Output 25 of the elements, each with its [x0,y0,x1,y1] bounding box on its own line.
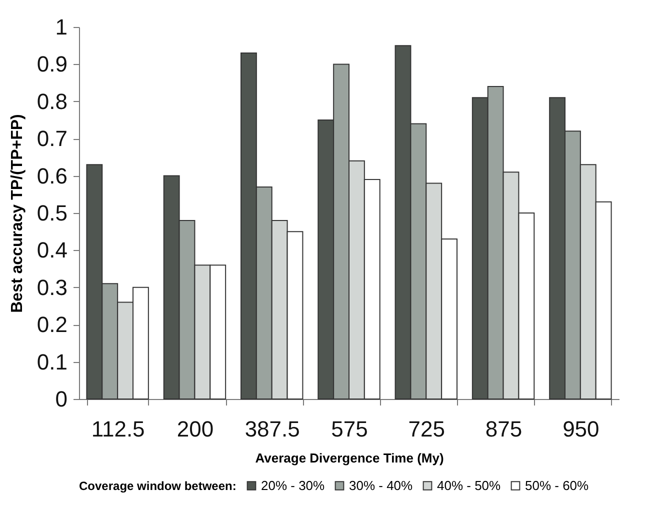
y-axis-title: Best accuracy TP/(TP+FP) [8,114,26,313]
legend-label: 50% - 60% [525,478,590,493]
y-tick-label: 0.5 [36,200,68,226]
y-tick-label: 0.3 [36,274,68,300]
y-tick-label: 1 [55,14,68,40]
x-axis-title: Average Divergence Time (My) [255,450,444,466]
x-tick-label: 387.5 [244,416,300,442]
legend-label: 40% - 50% [437,478,502,493]
legend-label: 30% - 40% [349,478,414,493]
legend-title: Coverage window between: [79,479,236,493]
y-tick-label: 0.9 [36,52,68,77]
y-tick-label: 0.1 [36,349,68,374]
y-tick-label: 0.4 [36,238,68,263]
y-tick-label: 0.2 [36,312,68,338]
x-tick-label: 200 [176,416,214,442]
x-tick-label: 112.5 [91,416,145,442]
y-tick-label: 0.7 [36,126,68,152]
x-tick-label: 575 [331,416,368,442]
x-tick-label: 725 [408,416,445,442]
y-tick-label: 0.6 [36,163,68,188]
y-tick-label: 0.8 [36,88,68,114]
legend-label: 20% - 30% [261,478,326,493]
x-tick-label: 875 [485,416,522,442]
x-tick-label: 950 [562,416,600,442]
y-tick-label: 0 [55,386,68,412]
